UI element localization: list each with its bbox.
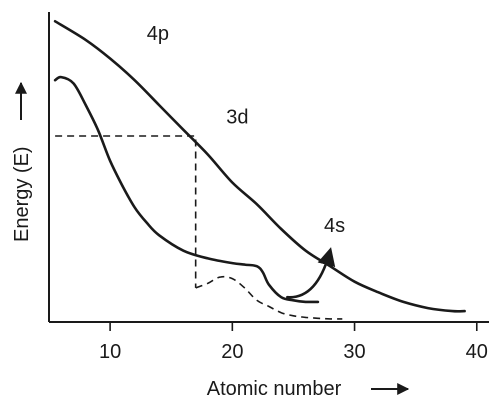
curve-label-4p: 4p [147,23,169,45]
dashed-guide-0 [55,135,197,288]
x-axis-ticks [109,322,478,331]
curve-label-3d: 3d [226,107,248,129]
curves [53,20,466,320]
curve-4s [195,275,343,320]
curve-4p [53,20,466,313]
x-tick-label-10: 10 [99,341,121,363]
x-tick-label-30: 30 [343,341,365,363]
x-tick-label-40: 40 [466,341,488,363]
y-axis-label: Energy (E) [11,146,33,242]
curve-label-4s: 4s [324,215,345,237]
curve-3d [53,75,320,304]
dashed-guides [55,135,197,288]
x-axis-label: Atomic number [207,378,342,400]
x-tick-label-20: 20 [221,341,243,363]
curve-labels: 4p 3d 4s [147,23,345,237]
x-axis-tick-labels: 10 20 30 40 [99,341,488,363]
annotations [286,247,336,299]
arrow-to-4s [286,247,336,299]
